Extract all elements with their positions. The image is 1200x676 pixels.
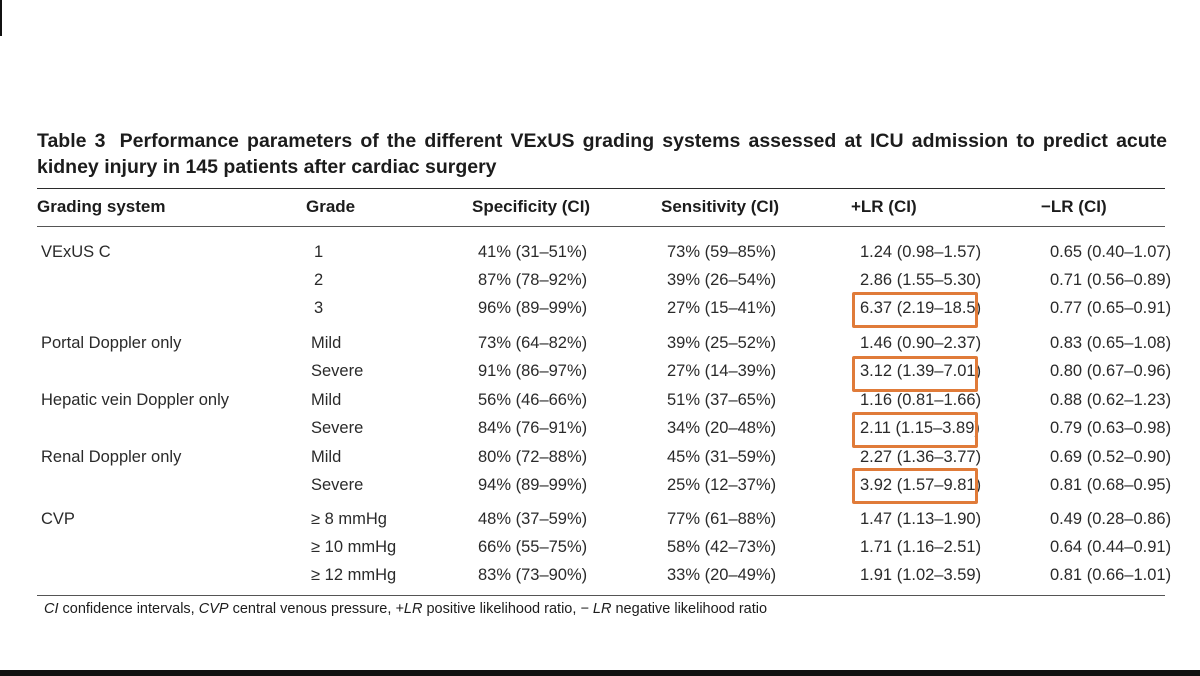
- cell-negative-lr: 0.83 (0.65–1.08): [1050, 334, 1172, 352]
- cell-grade: Mild: [311, 448, 342, 466]
- cell-grade: ≥ 12 mmHg: [311, 566, 397, 584]
- left-edge-mark: [0, 0, 2, 36]
- cell-grade: 3: [314, 299, 324, 317]
- cell-specificity: 73% (64–82%): [478, 334, 588, 352]
- cell-specificity: 94% (89–99%): [478, 476, 588, 494]
- cell-specificity: 66% (55–75%): [478, 538, 588, 556]
- cell-sensitivity: 58% (42–73%): [667, 538, 777, 556]
- cell-specificity: 96% (89–99%): [478, 299, 588, 317]
- cell-sensitivity: 39% (26–54%): [667, 271, 777, 289]
- cell-grade: 2: [314, 271, 324, 289]
- cell-specificity: 56% (46–66%): [478, 391, 588, 409]
- cell-sensitivity: 27% (15–41%): [667, 299, 777, 317]
- cell-negative-lr: 0.65 (0.40–1.07): [1050, 243, 1172, 261]
- footnote-nlr-text: negative likelihood ratio: [611, 601, 768, 617]
- cell-specificity: 83% (73–90%): [478, 566, 588, 584]
- cell-specificity: 41% (31–51%): [478, 243, 588, 261]
- cell-positive-lr: 2.27 (1.36–3.77): [860, 448, 982, 466]
- header-rule: [37, 226, 1165, 227]
- cell-positive-lr: 2.86 (1.55–5.30): [860, 271, 982, 289]
- cell-negative-lr: 0.80 (0.67–0.96): [1050, 362, 1172, 380]
- bottom-bar: [0, 670, 1200, 676]
- header-sensitivity: Sensitivity (CI): [661, 197, 780, 216]
- footnote-nlr-abbr: − LR: [580, 601, 612, 617]
- footnote-ci-abbr: CI: [44, 601, 59, 617]
- cell-negative-lr: 0.71 (0.56–0.89): [1050, 271, 1172, 289]
- cell-positive-lr: 3.12 (1.39–7.01): [860, 362, 982, 380]
- cell-positive-lr: 1.46 (0.90–2.37): [860, 334, 982, 352]
- cell-sensitivity: 27% (14–39%): [667, 362, 777, 380]
- cell-grading-system: Hepatic vein Doppler only: [41, 391, 230, 409]
- cell-grade: ≥ 10 mmHg: [311, 538, 397, 556]
- cell-positive-lr: 1.16 (0.81–1.66): [860, 391, 982, 409]
- cell-positive-lr: 1.24 (0.98–1.57): [860, 243, 982, 261]
- header-negative-lr: −LR (CI): [1041, 197, 1107, 216]
- footnote-cvp-abbr: CVP: [198, 601, 229, 617]
- footnote-ci-text: confidence intervals,: [58, 601, 199, 617]
- cell-specificity: 48% (37–59%): [478, 510, 588, 528]
- header-grading-system: Grading system: [37, 197, 166, 216]
- cell-grade: Mild: [311, 334, 342, 352]
- cell-negative-lr: 0.69 (0.52–0.90): [1050, 448, 1172, 466]
- cell-sensitivity: 39% (25–52%): [667, 334, 777, 352]
- table-bottom-rule: [37, 595, 1165, 596]
- cell-sensitivity: 77% (61–88%): [667, 510, 777, 528]
- cell-grading-system: Renal Doppler only: [41, 448, 182, 466]
- footnote-cvp-text: central venous pressure,: [228, 601, 396, 617]
- cell-negative-lr: 0.77 (0.65–0.91): [1050, 299, 1172, 317]
- cell-grading-system: VExUS C: [41, 243, 111, 261]
- cell-grade: Severe: [311, 362, 364, 380]
- cell-sensitivity: 73% (59–85%): [667, 243, 777, 261]
- header-grade: Grade: [306, 197, 356, 216]
- cell-positive-lr: 6.37 (2.19–18.5): [860, 299, 982, 317]
- cell-specificity: 80% (72–88%): [478, 448, 588, 466]
- cell-sensitivity: 34% (20–48%): [667, 419, 777, 437]
- header-positive-lr: +LR (CI): [851, 197, 917, 216]
- cell-negative-lr: 0.88 (0.62–1.23): [1050, 391, 1172, 409]
- cell-positive-lr: 1.91 (1.02–3.59): [860, 566, 982, 584]
- footnote-plr-text: positive likelihood ratio,: [422, 601, 581, 617]
- cell-negative-lr: 0.64 (0.44–0.91): [1050, 538, 1172, 556]
- cell-negative-lr: 0.81 (0.68–0.95): [1050, 476, 1172, 494]
- cell-grading-system: CVP: [41, 510, 75, 528]
- table-title: Performance parameters of the different …: [37, 130, 1168, 178]
- table-label: Table 3: [37, 130, 106, 152]
- cell-specificity: 91% (86–97%): [478, 362, 588, 380]
- cell-negative-lr: 0.81 (0.66–1.01): [1050, 566, 1172, 584]
- cell-grade: Severe: [311, 476, 364, 494]
- table-top-rule: [37, 188, 1165, 189]
- cell-grade: Severe: [311, 419, 364, 437]
- cell-negative-lr: 0.49 (0.28–0.86): [1050, 510, 1172, 528]
- cell-positive-lr: 2.11 (1.15–3.89): [860, 419, 980, 437]
- cell-specificity: 84% (76–91%): [478, 419, 588, 437]
- footnote-plr-abbr: +LR: [395, 601, 423, 617]
- cell-grade: ≥ 8 mmHg: [311, 510, 387, 528]
- cell-grade: Mild: [311, 391, 342, 409]
- cell-positive-lr: 1.47 (1.13–1.90): [860, 510, 982, 528]
- cell-positive-lr: 3.92 (1.57–9.81): [860, 476, 982, 494]
- header-specificity: Specificity (CI): [472, 197, 591, 216]
- cell-grade: 1: [314, 243, 324, 261]
- cell-sensitivity: 33% (20–49%): [667, 566, 777, 584]
- table-footnote: CI confidence intervals, CVP central ven…: [44, 601, 767, 617]
- cell-sensitivity: 25% (12–37%): [667, 476, 777, 494]
- cell-grading-system: Portal Doppler only: [41, 334, 182, 352]
- cell-sensitivity: 45% (31–59%): [667, 448, 777, 466]
- table-caption: Table 3 Performance parameters of the di…: [37, 128, 1167, 180]
- cell-sensitivity: 51% (37–65%): [667, 391, 777, 409]
- cell-positive-lr: 1.71 (1.16–2.51): [860, 538, 982, 556]
- cell-negative-lr: 0.79 (0.63–0.98): [1050, 419, 1172, 437]
- cell-specificity: 87% (78–92%): [478, 271, 588, 289]
